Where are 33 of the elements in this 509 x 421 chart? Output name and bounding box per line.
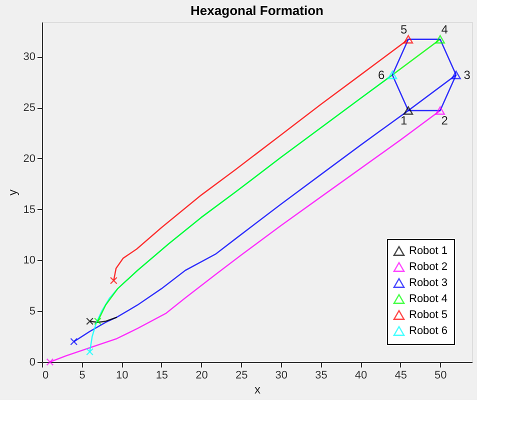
y-tick-label: 20 — [23, 152, 36, 165]
annotation: 4 — [441, 22, 448, 36]
chart-title: Hexagonal Formation — [190, 3, 324, 18]
x-tick-label: 35 — [315, 370, 328, 382]
annotation: 3 — [464, 68, 471, 82]
annotation: 6 — [378, 68, 386, 82]
x-tick-label: 5 — [79, 370, 86, 382]
y-tick-label: 0 — [29, 356, 36, 368]
x-tick-label: 25 — [235, 370, 248, 382]
x-tick-label: 10 — [116, 370, 128, 382]
x-tick-label: 50 — [434, 370, 447, 382]
x-tick-label: 15 — [156, 370, 168, 382]
y-tick-label: 25 — [23, 102, 36, 114]
legend-label: Robot 4 — [409, 293, 448, 305]
x-tick-label: 0 — [42, 370, 49, 382]
annotation: 1 — [400, 114, 408, 128]
legend-label: Robot 6 — [409, 325, 448, 337]
y-tick-label: 30 — [23, 51, 36, 64]
y-axis-title: y — [5, 190, 20, 196]
y-tick-label: 10 — [23, 254, 36, 267]
x-tick-label: 45 — [394, 370, 407, 382]
annotation: 2 — [441, 114, 448, 128]
legend-label: Robot 3 — [409, 277, 448, 289]
x-tick-label: 20 — [196, 370, 208, 382]
legend-label: Robot 2 — [409, 261, 448, 273]
legend-label: Robot 1 — [409, 245, 448, 257]
y-tick-label: 15 — [23, 204, 36, 216]
x-tick-label: 30 — [275, 370, 288, 382]
x-axis-title: x — [254, 382, 260, 396]
annotation: 5 — [400, 22, 408, 36]
x-tick-label: 40 — [354, 370, 368, 382]
y-tick-label: 5 — [29, 306, 36, 318]
legend-label: Robot 5 — [409, 309, 448, 321]
